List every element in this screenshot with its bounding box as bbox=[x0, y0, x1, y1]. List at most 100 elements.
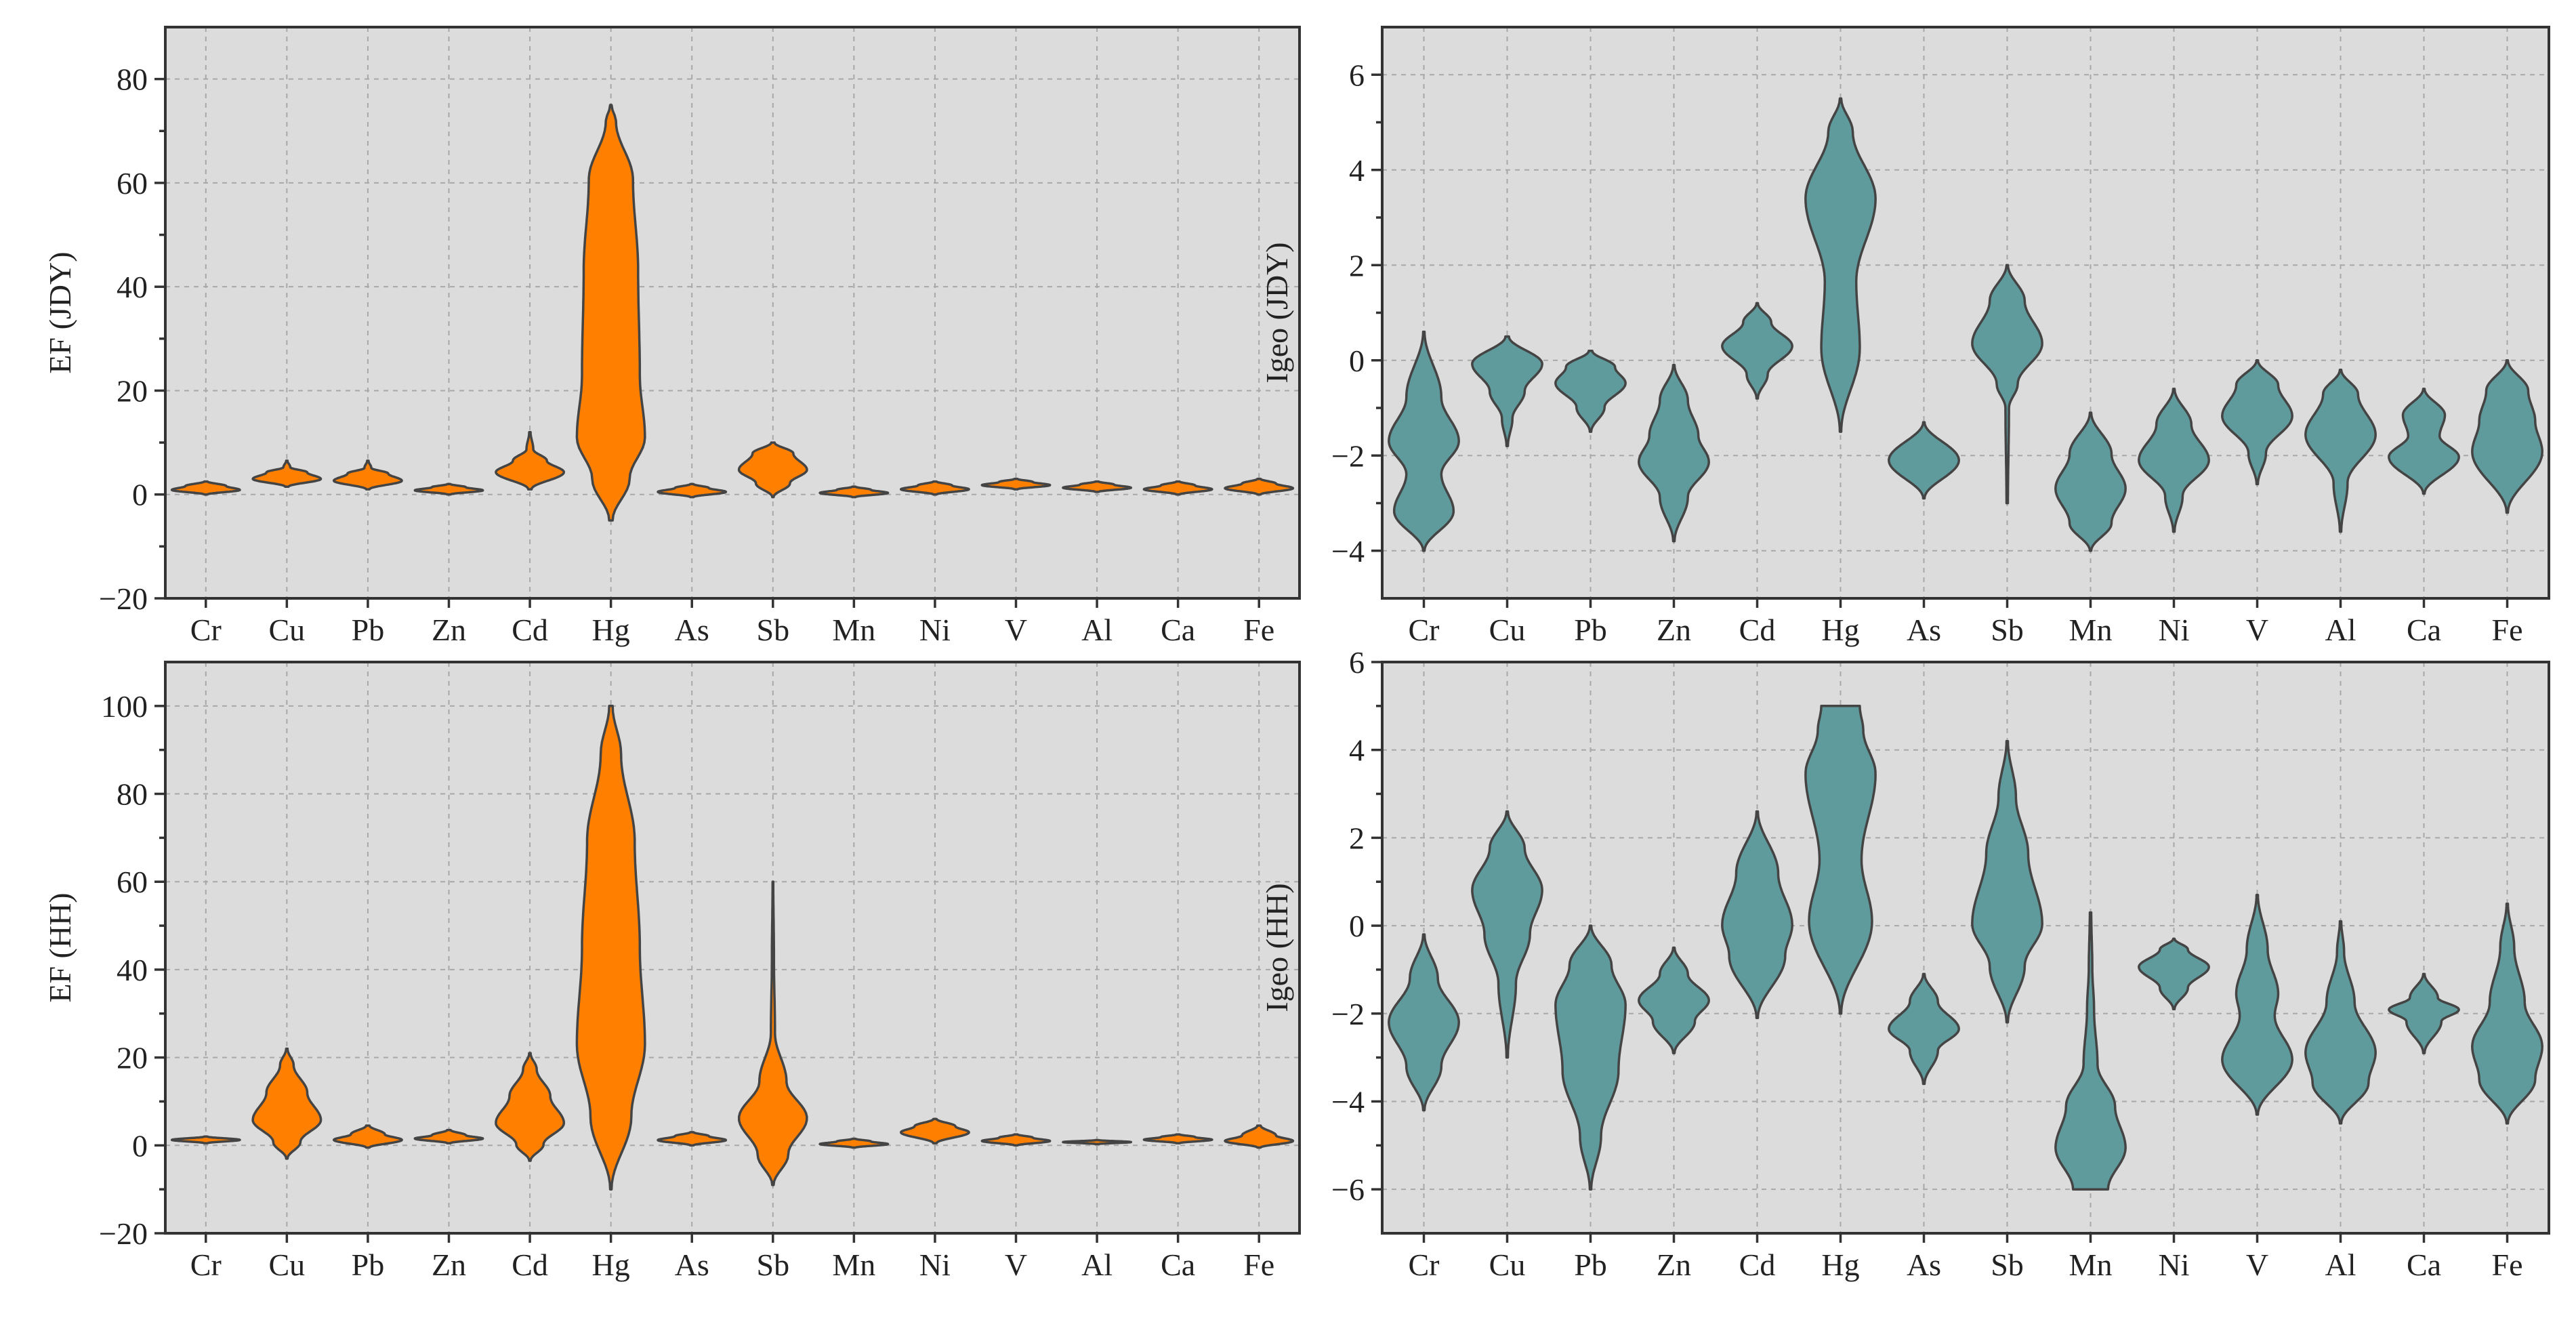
igeo-hh-y-tick-label-5: 4 bbox=[1349, 733, 1365, 768]
igeo-jdy-y-tick-label-5: 6 bbox=[1349, 58, 1365, 92]
ef-jdy-y-tick-label-5: 80 bbox=[117, 62, 148, 97]
ef-hh-plot-area bbox=[165, 662, 1300, 1233]
igeo-jdy-y-tick-label-0: −4 bbox=[1331, 534, 1365, 569]
ef-jdy-frame bbox=[164, 26, 1301, 600]
igeo-hh-x-label-ni: Ni bbox=[2159, 1247, 2190, 1282]
ef-hh-violin-cr bbox=[170, 1135, 241, 1144]
ef-jdy-y-tick-label-3: 40 bbox=[117, 270, 148, 304]
ef-jdy-violin-ca bbox=[1142, 480, 1213, 496]
igeo-jdy-panel: −4 −2 0 2 4 6 Cr Cu Pb Zn Cd Hg As Sb Mn Ni V Al Ca Fe Igeo … bbox=[1260, 26, 2550, 647]
igeo-jdy-x-label-ni: Ni bbox=[2159, 613, 2190, 647]
igeo-hh-x-label-v: V bbox=[2246, 1247, 2268, 1282]
igeo-jdy-x-label-cd: Cd bbox=[1739, 613, 1776, 647]
igeo-jdy-x-label-hg: Hg bbox=[1821, 613, 1859, 647]
igeo-jdy-x-label-v: V bbox=[2246, 613, 2268, 647]
ef-jdy-x-label-cd: Cd bbox=[512, 613, 548, 647]
igeo-hh-violin-v bbox=[2221, 893, 2293, 1116]
igeo-hh-violin-ni bbox=[2138, 937, 2210, 1011]
igeo-hh-x-label-sb: Sb bbox=[1991, 1247, 2024, 1282]
ef-hh-y-tick-label-4: 60 bbox=[117, 865, 148, 899]
igeo-jdy-x-label-pb: Pb bbox=[1574, 613, 1607, 647]
ef-jdy-violin-ni bbox=[899, 480, 970, 496]
ef-jdy-y-tick-label-1: 0 bbox=[132, 478, 148, 512]
igeo-hh-x-label-zn: Zn bbox=[1657, 1247, 1691, 1282]
igeo-jdy-violin-pb bbox=[1554, 349, 1627, 433]
igeo-jdy-y-axis-title: Igeo (JDY) bbox=[1260, 242, 1294, 383]
ef-jdy-violin-pb bbox=[332, 459, 403, 491]
igeo-hh-frame bbox=[1381, 661, 2550, 1235]
igeo-hh-violin-zn bbox=[1638, 946, 1710, 1054]
igeo-hh-violin-sb bbox=[1971, 739, 2043, 1024]
ef-jdy-violin-al bbox=[1062, 480, 1133, 493]
ef-hh-violin-ca bbox=[1142, 1133, 1213, 1144]
igeo-hh-violin-cr bbox=[1388, 933, 1460, 1112]
ef-hh-x-label-cu: Cu bbox=[269, 1247, 306, 1282]
ef-jdy-x-label-ni: Ni bbox=[919, 613, 951, 647]
ef-hh-x-label-zn: Zn bbox=[432, 1247, 466, 1282]
ef-hh-y-tick-label-5: 80 bbox=[117, 777, 148, 812]
ef-jdy-violin-as bbox=[657, 482, 728, 499]
ef-hh-violin-as bbox=[657, 1131, 728, 1147]
igeo-hh-y-axis-title: Igeo (HH) bbox=[1260, 883, 1294, 1012]
igeo-jdy-x-label-al: Al bbox=[2325, 613, 2356, 647]
igeo-hh-x-label-cd: Cd bbox=[1739, 1247, 1776, 1282]
igeo-hh-violin-al bbox=[2304, 920, 2377, 1125]
igeo-jdy-x-label-ca: Ca bbox=[2407, 613, 2441, 647]
igeo-jdy-y-tick-label-4: 4 bbox=[1349, 153, 1365, 188]
ef-jdy-y-tick-label-2: 20 bbox=[117, 373, 148, 408]
igeo-hh-violin-as bbox=[1888, 972, 1960, 1086]
ef-jdy-x-label-ca: Ca bbox=[1161, 613, 1195, 647]
ef-hh-violin-mn bbox=[818, 1137, 890, 1149]
ef-hh-y-tick-label-6: 100 bbox=[101, 689, 148, 724]
igeo-hh-x-label-as: As bbox=[1907, 1247, 1941, 1282]
ef-hh-frame bbox=[164, 661, 1301, 1235]
igeo-hh-plot-area bbox=[1382, 662, 2549, 1233]
igeo-jdy-violin-fe bbox=[2471, 359, 2543, 514]
ef-hh-y-tick-label-2: 20 bbox=[117, 1041, 148, 1075]
ef-hh-violin-fe bbox=[1224, 1124, 1295, 1149]
igeo-jdy-violin-cu bbox=[1471, 335, 1543, 447]
ef-jdy-violin-cu bbox=[251, 459, 323, 488]
igeo-hh-y-tick-label-2: −2 bbox=[1331, 997, 1365, 1031]
ef-hh-violin-cu bbox=[251, 1047, 323, 1160]
ef-hh-violin-al bbox=[1062, 1138, 1133, 1146]
ef-hh-x-label-hg: Hg bbox=[592, 1247, 630, 1282]
ef-hh-violin-sb bbox=[737, 880, 808, 1187]
igeo-hh-x-label-cu: Cu bbox=[1489, 1247, 1526, 1282]
igeo-jdy-x-label-mn: Mn bbox=[2069, 613, 2113, 647]
igeo-hh-x-label-hg: Hg bbox=[1821, 1247, 1859, 1282]
ef-hh-violin-zn bbox=[413, 1128, 484, 1144]
igeo-jdy-x-label-sb: Sb bbox=[1991, 613, 2024, 647]
igeo-jdy-violin-ni bbox=[2138, 388, 2210, 533]
ef-hh-violin-hg bbox=[575, 705, 646, 1191]
ef-hh-violin-cd bbox=[495, 1052, 566, 1162]
ef-jdy-x-label-pb: Pb bbox=[352, 613, 385, 647]
ef-jdy-violin-cr bbox=[170, 480, 241, 496]
igeo-jdy-x-label-zn: Zn bbox=[1657, 613, 1691, 647]
igeo-jdy-x-label-fe: Fe bbox=[2492, 613, 2523, 647]
ef-jdy-violin-sb bbox=[737, 441, 808, 499]
ef-jdy-plot-area bbox=[165, 27, 1300, 598]
ef-hh-x-label-mn: Mn bbox=[832, 1247, 875, 1282]
igeo-jdy-violin-as bbox=[1888, 421, 1960, 500]
ef-jdy-violin-fe bbox=[1224, 477, 1295, 496]
ef-hh-x-label-ni: Ni bbox=[919, 1247, 951, 1282]
igeo-hh-x-label-mn: Mn bbox=[2069, 1247, 2113, 1282]
ef-hh-x-label-pb: Pb bbox=[352, 1247, 385, 1282]
ef-hh-panel: −20 0 20 40 60 80 100 Cr Cu Pb Zn Cd Hg As Sb Mn Ni V Al Ca… bbox=[43, 661, 1301, 1282]
igeo-hh-violin-ca bbox=[2388, 972, 2460, 1054]
ef-hh-x-label-cr: Cr bbox=[190, 1247, 222, 1282]
igeo-jdy-violin-cr bbox=[1388, 330, 1460, 552]
ef-hh-x-label-al: Al bbox=[1081, 1247, 1113, 1282]
igeo-jdy-violin-mn bbox=[2054, 411, 2127, 552]
igeo-hh-panel: −6 −4 −2 0 2 4 6 Cr Cu Pb Zn Cd Hg As Sb Mn Ni V Al Ca Fe Ige… bbox=[1260, 645, 2550, 1282]
igeo-jdy-violin-hg bbox=[1804, 97, 1877, 433]
igeo-hh-violin-mn bbox=[2054, 911, 2127, 1191]
ef-hh-x-label-ca: Ca bbox=[1161, 1247, 1195, 1282]
ef-jdy-y-tick-label-0: −20 bbox=[99, 581, 148, 616]
ef-jdy-violin-cd bbox=[495, 431, 566, 491]
igeo-jdy-plot-area bbox=[1382, 27, 2549, 598]
ef-jdy-x-label-fe: Fe bbox=[1243, 613, 1274, 647]
ef-hh-x-label-sb: Sb bbox=[756, 1247, 789, 1282]
